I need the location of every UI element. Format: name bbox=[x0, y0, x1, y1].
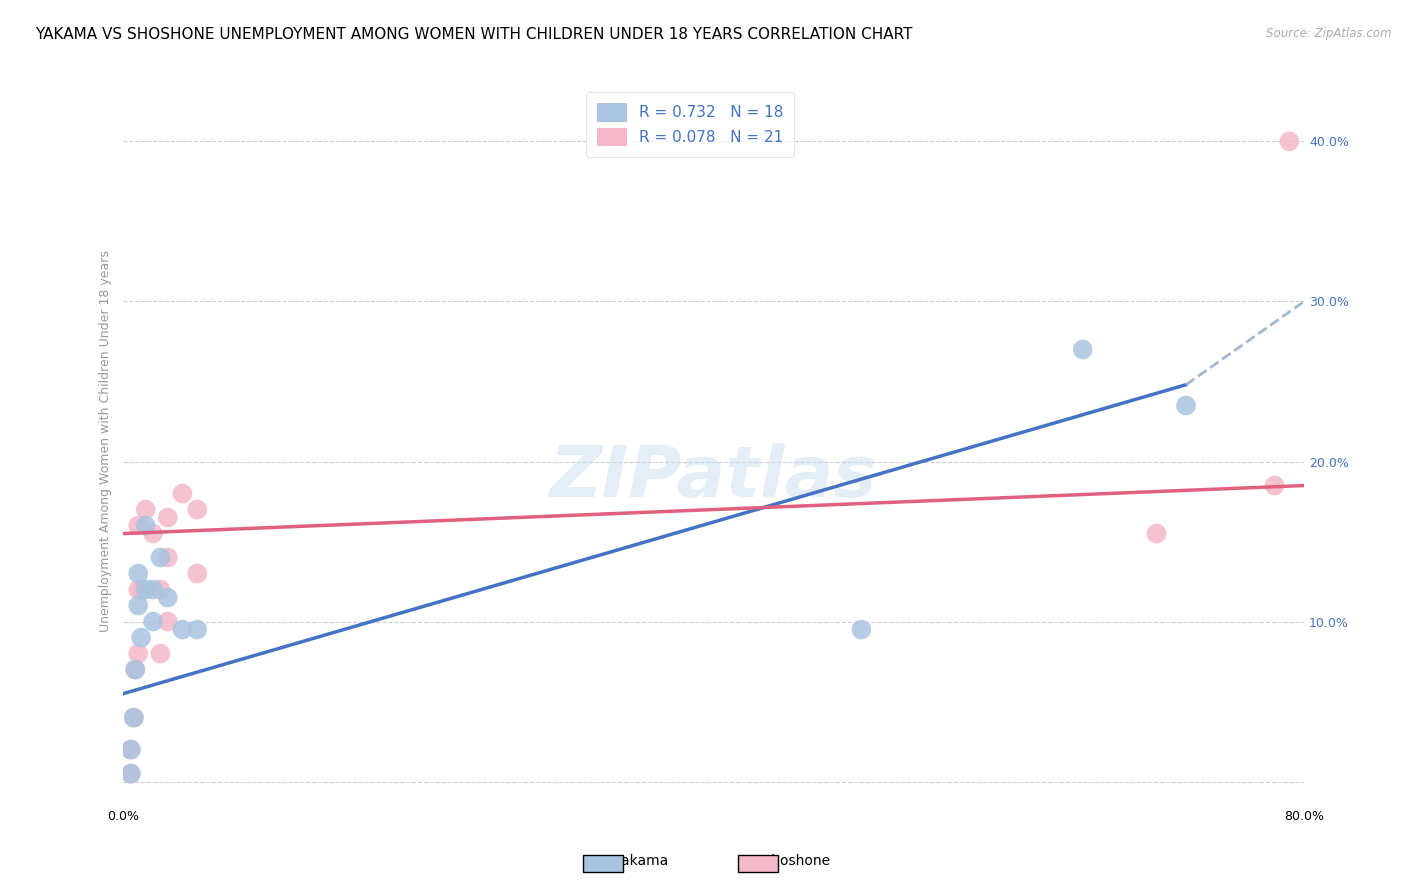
Point bbox=[120, 742, 142, 756]
Point bbox=[124, 663, 146, 677]
Point bbox=[149, 647, 172, 661]
Text: Yakama: Yakama bbox=[598, 854, 668, 868]
Point bbox=[120, 766, 142, 780]
Point bbox=[851, 623, 873, 637]
Point bbox=[186, 502, 208, 516]
Point bbox=[142, 582, 165, 597]
Point bbox=[156, 510, 179, 524]
Point bbox=[1071, 343, 1094, 357]
Point bbox=[122, 710, 145, 724]
Point bbox=[129, 582, 152, 597]
Point bbox=[135, 518, 157, 533]
Point bbox=[142, 615, 165, 629]
Point bbox=[120, 742, 142, 756]
Y-axis label: Unemployment Among Women with Children Under 18 years: Unemployment Among Women with Children U… bbox=[100, 251, 112, 632]
Legend: R = 0.732   N = 18, R = 0.078   N = 21: R = 0.732 N = 18, R = 0.078 N = 21 bbox=[586, 93, 794, 157]
Text: ZIPatlas: ZIPatlas bbox=[550, 443, 877, 512]
Point bbox=[127, 566, 149, 581]
Point bbox=[172, 623, 194, 637]
Point bbox=[135, 502, 157, 516]
Text: Source: ZipAtlas.com: Source: ZipAtlas.com bbox=[1267, 27, 1392, 40]
Text: YAKAMA VS SHOSHONE UNEMPLOYMENT AMONG WOMEN WITH CHILDREN UNDER 18 YEARS CORRELA: YAKAMA VS SHOSHONE UNEMPLOYMENT AMONG WO… bbox=[35, 27, 912, 42]
Point bbox=[149, 550, 172, 565]
Point bbox=[127, 582, 149, 597]
Point bbox=[186, 566, 208, 581]
Point bbox=[156, 615, 179, 629]
Point bbox=[127, 518, 149, 533]
Point bbox=[127, 647, 149, 661]
Point bbox=[120, 766, 142, 780]
Point bbox=[149, 582, 172, 597]
Point bbox=[1175, 399, 1198, 413]
Point bbox=[124, 663, 146, 677]
Point bbox=[135, 582, 157, 597]
Point bbox=[142, 526, 165, 541]
Point bbox=[1146, 526, 1168, 541]
Point bbox=[1264, 478, 1286, 492]
Point bbox=[129, 631, 152, 645]
Point bbox=[127, 599, 149, 613]
Point bbox=[1278, 135, 1301, 149]
Point bbox=[156, 591, 179, 605]
Point bbox=[156, 550, 179, 565]
Point bbox=[172, 486, 194, 500]
Text: Shoshone: Shoshone bbox=[745, 854, 830, 868]
Point bbox=[186, 623, 208, 637]
Point bbox=[122, 710, 145, 724]
